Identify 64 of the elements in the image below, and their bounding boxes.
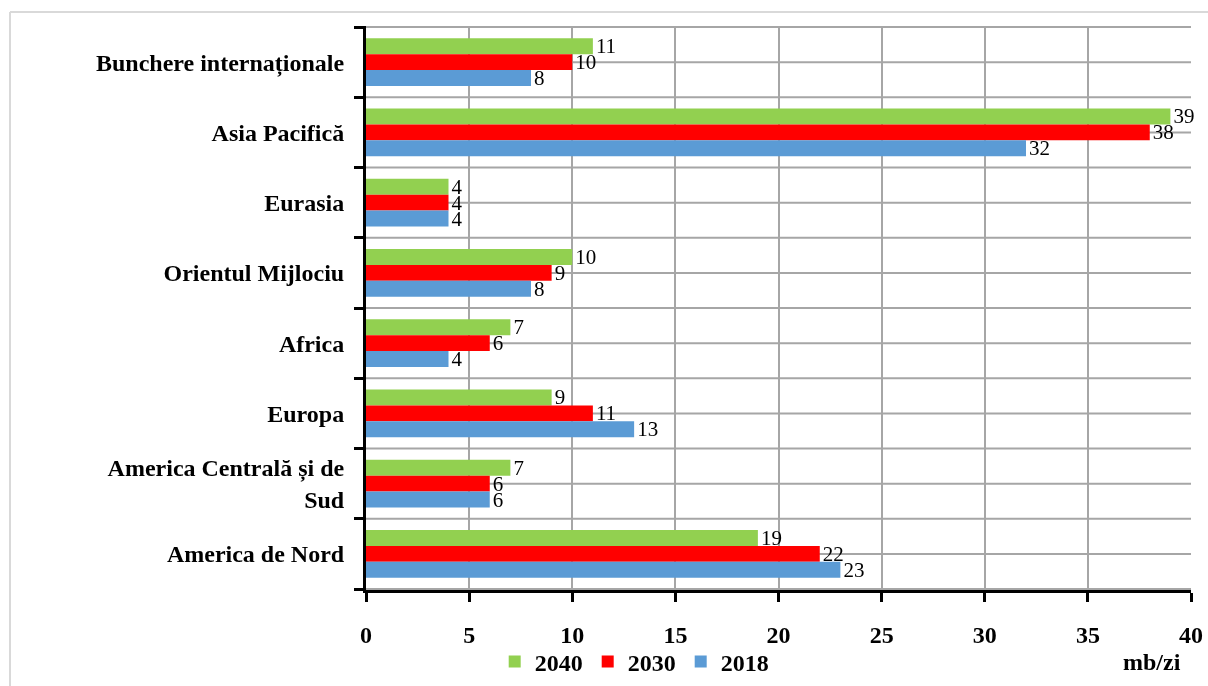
legend-label: 2040 [534, 649, 583, 676]
data-label: 8 [534, 276, 545, 301]
bar [366, 70, 531, 87]
bar [366, 124, 1150, 141]
bar [366, 210, 449, 227]
x-tick-label: 0 [360, 621, 372, 648]
bar [366, 459, 511, 476]
x-tick-label: 25 [869, 621, 894, 648]
bar [366, 351, 449, 368]
legend-label: 2030 [627, 649, 676, 676]
bar [366, 280, 531, 297]
y-tick-label: Orientul Mijlociu [163, 260, 345, 287]
x-tick-label: 15 [663, 621, 688, 648]
data-label: 19 [760, 525, 782, 550]
bar [366, 561, 841, 578]
bar [366, 545, 820, 562]
x-tick-label: 35 [1075, 621, 1100, 648]
y-tick-label: America de Nord [166, 541, 345, 568]
bar [366, 38, 593, 55]
data-label: 22 [822, 541, 844, 566]
y-tick-label: Europa [267, 400, 345, 427]
data-label: 7 [513, 455, 524, 480]
data-label: 23 [843, 557, 865, 582]
bar [366, 319, 511, 336]
y-tick-label: Bunchere internaționale [95, 49, 345, 77]
data-label: 8 [534, 66, 545, 91]
x-tick-label: 30 [972, 621, 997, 648]
bar [366, 491, 490, 508]
data-label: 39 [1173, 104, 1195, 129]
bar [366, 54, 573, 71]
bar [366, 108, 1171, 125]
data-label: 10 [575, 50, 597, 75]
data-label: 10 [575, 244, 597, 269]
data-label: 6 [492, 331, 504, 356]
data-label: 9 [554, 260, 566, 285]
data-label: 9 [554, 385, 566, 410]
bar [366, 421, 635, 438]
x-tick-label: 20 [766, 621, 791, 648]
bar [366, 405, 593, 422]
bar [366, 529, 758, 546]
y-tick-label: America Centrală și de Sud [107, 455, 345, 513]
data-label: 13 [637, 417, 659, 442]
bar [366, 389, 552, 406]
data-label: 38 [1152, 120, 1174, 145]
x-tick-label: 10 [560, 621, 585, 648]
y-tick-label: Eurasia [264, 190, 345, 217]
x-axis-title: mb/zi [1123, 649, 1181, 675]
data-label: 11 [595, 34, 617, 59]
bar [366, 248, 573, 265]
data-label: 7 [513, 315, 524, 340]
y-tick-label: Africa [278, 330, 345, 357]
bar [366, 194, 449, 211]
y-tick-label: Asia Pacifică [211, 119, 345, 146]
bar [366, 140, 1026, 157]
bar [366, 475, 490, 492]
x-tick-label: 5 [463, 621, 476, 648]
data-label: 4 [451, 347, 463, 372]
data-label: 11 [595, 401, 617, 426]
x-tick-label: 40 [1179, 621, 1203, 648]
data-label: 32 [1029, 136, 1050, 161]
bar [366, 264, 552, 281]
bar [366, 178, 449, 195]
bar [366, 335, 490, 352]
legend-label: 2018 [720, 649, 769, 676]
